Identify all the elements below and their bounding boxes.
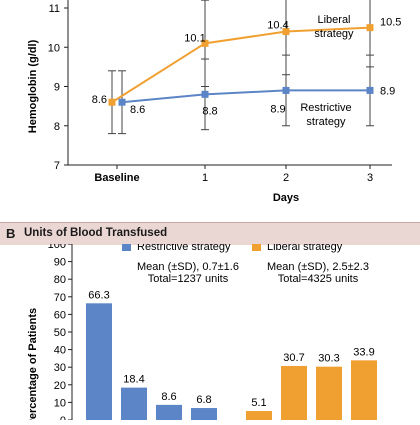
panel-b-units-chart: 0 10 20 30 40 50 60 70 80 90 100 Percentage of Pati…: [0, 239, 420, 425]
x-axis-title: Days: [273, 192, 299, 204]
bar-value-label-restrictive: 8.6: [161, 391, 176, 403]
summary-total-liberal: Total=4325 units: [278, 273, 359, 285]
value-label-restrictive: 8.9: [270, 103, 285, 115]
bar-liberal: [246, 411, 272, 422]
y-tick-label: 100: [48, 244, 66, 251]
y-tick-label: 10: [54, 397, 66, 409]
summary-total-restrictive: Total=1237 units: [148, 273, 229, 285]
hemoglobin-line-chart: 7 8 9 10 11 Baseline 1 2 3 Days Hemoglobin (g/dl) 8…: [27, 0, 401, 204]
data-point-restrictive: [282, 86, 290, 94]
data-point-liberal: [108, 98, 116, 106]
legend-label-liberal: Liberal strategy: [267, 244, 343, 253]
x-tick-label: 1: [202, 172, 208, 184]
bar-restrictive: [121, 387, 147, 422]
series-label-restrictive: Restrictive: [300, 102, 351, 114]
y-tick-label: 8: [54, 121, 60, 133]
series-label-liberal: Liberal: [317, 14, 350, 26]
data-point-liberal: [366, 24, 374, 32]
bar-liberal: [351, 360, 377, 422]
value-label-restrictive: 8.9: [380, 85, 395, 97]
y-tick-label: 11: [49, 3, 60, 15]
y-tick-label: 10: [48, 42, 60, 54]
series-line-restrictive: [121, 89, 370, 104]
bar-value-label-liberal: 33.9: [353, 346, 374, 358]
value-label-restrictive: 8.8: [202, 105, 217, 117]
y-tick-label: 9: [54, 82, 60, 94]
legend-swatch-liberal: [252, 242, 261, 251]
x-tick-label: Baseline: [94, 172, 139, 184]
value-label-liberal: 10.4: [267, 20, 288, 32]
units-bar-chart: 0 10 20 30 40 50 60 70 80 90 100 Percentage of Pati…: [27, 239, 377, 425]
y-tick-label: 30: [54, 362, 66, 374]
y-tick-label: 70: [54, 292, 66, 304]
y-tick-label: 80: [54, 274, 66, 286]
value-label-restrictive: 8.6: [130, 104, 145, 116]
y-axis-title: Percentage of Patients: [27, 308, 39, 420]
y-axis-title: Hemoglobin (g/dl): [27, 39, 39, 133]
series-label-restrictive: strategy: [306, 116, 346, 128]
bar-value-label-restrictive: 6.8: [196, 394, 211, 406]
y-tick-label: 60: [54, 309, 66, 321]
data-point-restrictive: [201, 90, 209, 98]
y-tick-label: 40: [54, 345, 66, 357]
bar-value-label-liberal: 30.7: [283, 352, 304, 364]
summary-mean-liberal: Mean (±SD), 2.5±2.3: [267, 261, 369, 273]
legend-label-restrictive: Restrictive strategy: [137, 244, 231, 253]
bar-value-label-restrictive: 18.4: [123, 374, 144, 386]
summary-mean-restrictive: Mean (±SD), 0.7±1.6: [137, 261, 239, 273]
data-point-restrictive: [366, 86, 374, 94]
value-label-liberal: 8.6: [92, 94, 107, 106]
bar-value-label-restrictive: 66.3: [88, 289, 109, 301]
bar-value-label-liberal: 30.3: [318, 353, 339, 365]
y-tick-label: 50: [54, 327, 66, 339]
series-line-liberal: [111, 26, 371, 104]
data-point-restrictive: [118, 98, 126, 106]
series-label-liberal: strategy: [314, 28, 354, 40]
value-label-liberal: 10.1: [184, 32, 205, 44]
y-tick-label: 90: [54, 257, 66, 269]
y-tick-label: 20: [54, 380, 66, 392]
x-tick-label: 2: [283, 172, 289, 184]
bar-restrictive: [156, 404, 182, 422]
y-tick-label: 0: [60, 415, 66, 420]
bar-liberal: [316, 366, 342, 422]
data-point-liberal: [201, 39, 209, 47]
bar-restrictive: [191, 408, 217, 422]
data-point-liberal: [282, 28, 290, 36]
panel-a-hemoglobin-chart: 7 8 9 10 11 Baseline 1 2 3 Days Hemoglobin (g/dl) 8…: [27, 0, 401, 204]
y-tick-label: 7: [54, 160, 60, 172]
bar-restrictive: [86, 303, 112, 422]
x-tick-label: 3: [367, 172, 373, 184]
bar-liberal: [281, 365, 307, 422]
panel-b-header: B Units of Blood Transfused: [0, 222, 420, 245]
value-label-liberal: 10.5: [380, 17, 401, 29]
panel-b-letter: B: [6, 226, 16, 241]
bar-value-label-liberal: 5.1: [251, 397, 266, 409]
legend-swatch-restrictive: [122, 242, 131, 251]
panel-b-title: Units of Blood Transfused: [24, 227, 168, 239]
